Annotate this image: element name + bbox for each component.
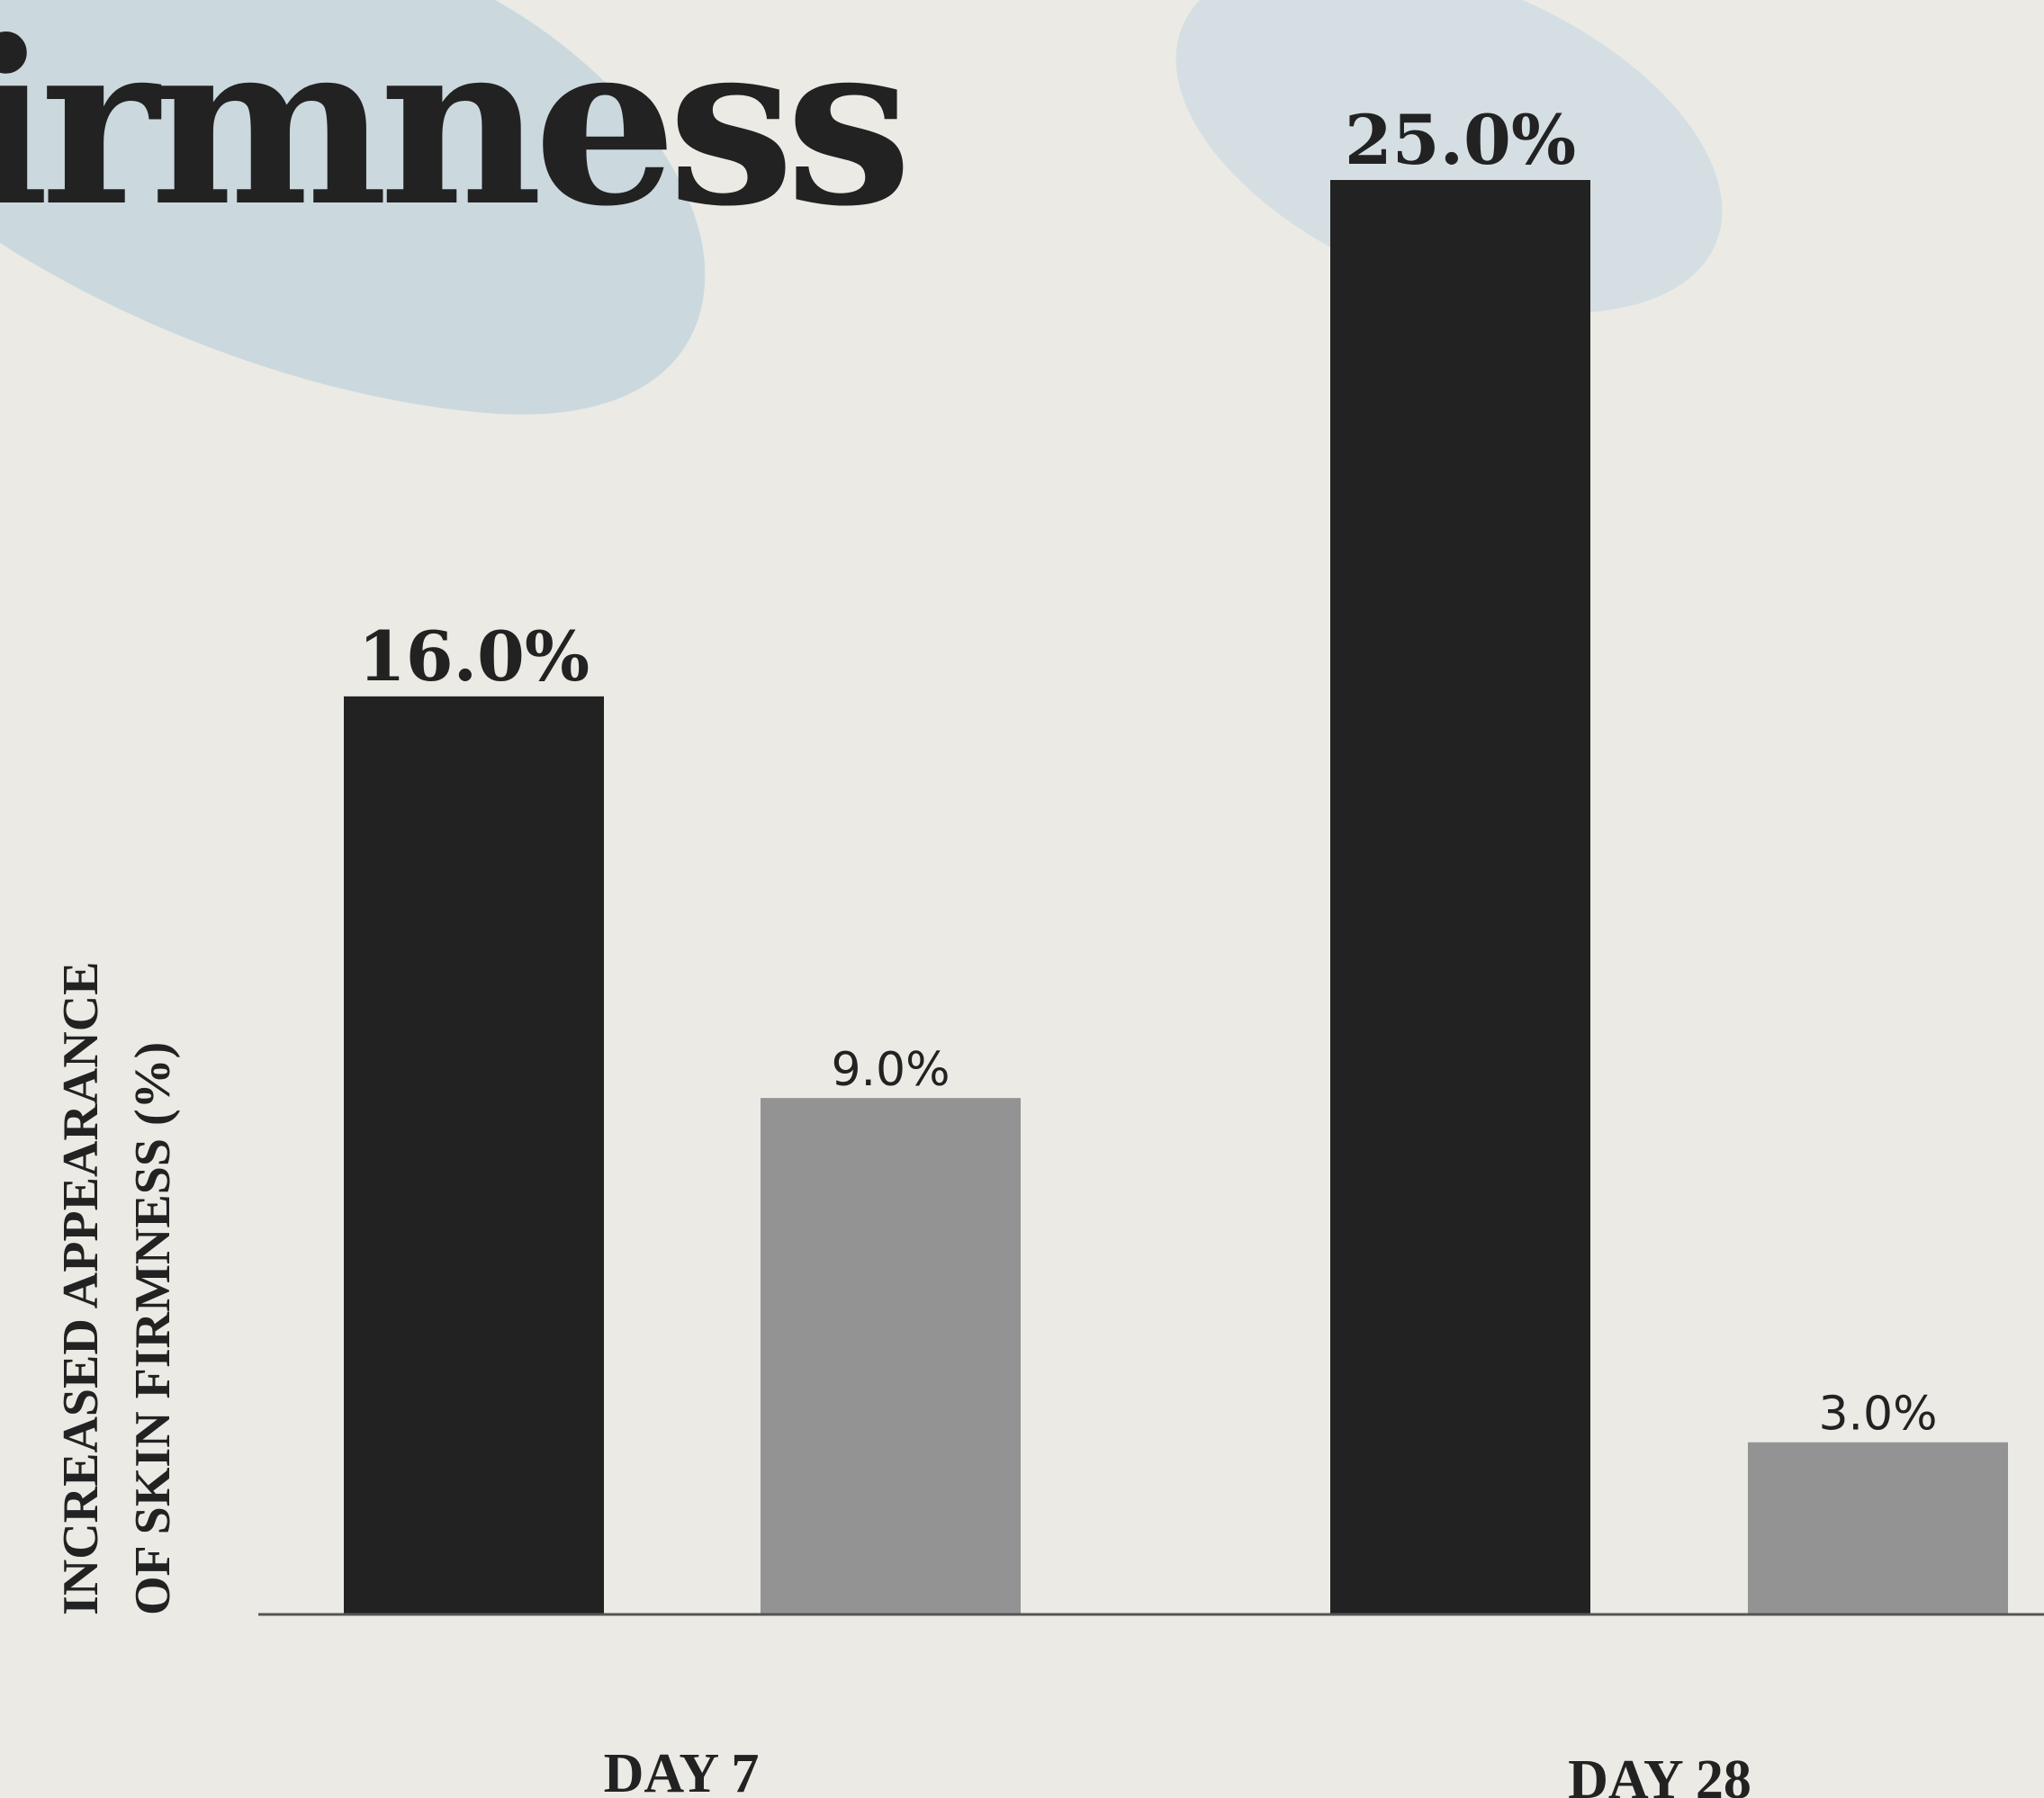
category-label-day-28: DAY 28 [1568,1749,1751,1798]
y-axis-label: INCREASED APPEARANCE OF SKIN FIRMNESS (%… [53,961,181,1615]
y-axis-label-line-1: INCREASED APPEARANCE [53,961,109,1615]
value-labels-group: 16.0% 25.0% 9.0% 3.0% [358,100,1938,1442]
bar-series-2-day-7 [761,1098,1021,1614]
bar-series-2-day-28 [1748,1442,2008,1614]
y-axis-label-line-2: OF SKIN FIRMNESS (%) [125,1042,181,1615]
value-label-series-1-day-28: 25.0% [1345,100,1576,180]
title-blob [0,0,706,415]
bars-group [344,180,2008,1614]
category-label-day-7: DAY 7 [604,1743,760,1798]
chart-title: irmness [0,0,904,256]
value-label-series-1-day-7: 16.0% [358,616,590,697]
value-label-series-2-day-28: 3.0% [1818,1388,1937,1442]
bar-series-1-day-7 [344,696,604,1614]
x-axis-categories: DAY 7 DAY 28 [604,1743,1751,1798]
value-label-series-2-day-7: 9.0% [831,1043,950,1097]
bar-series-1-day-28 [1330,180,1590,1614]
